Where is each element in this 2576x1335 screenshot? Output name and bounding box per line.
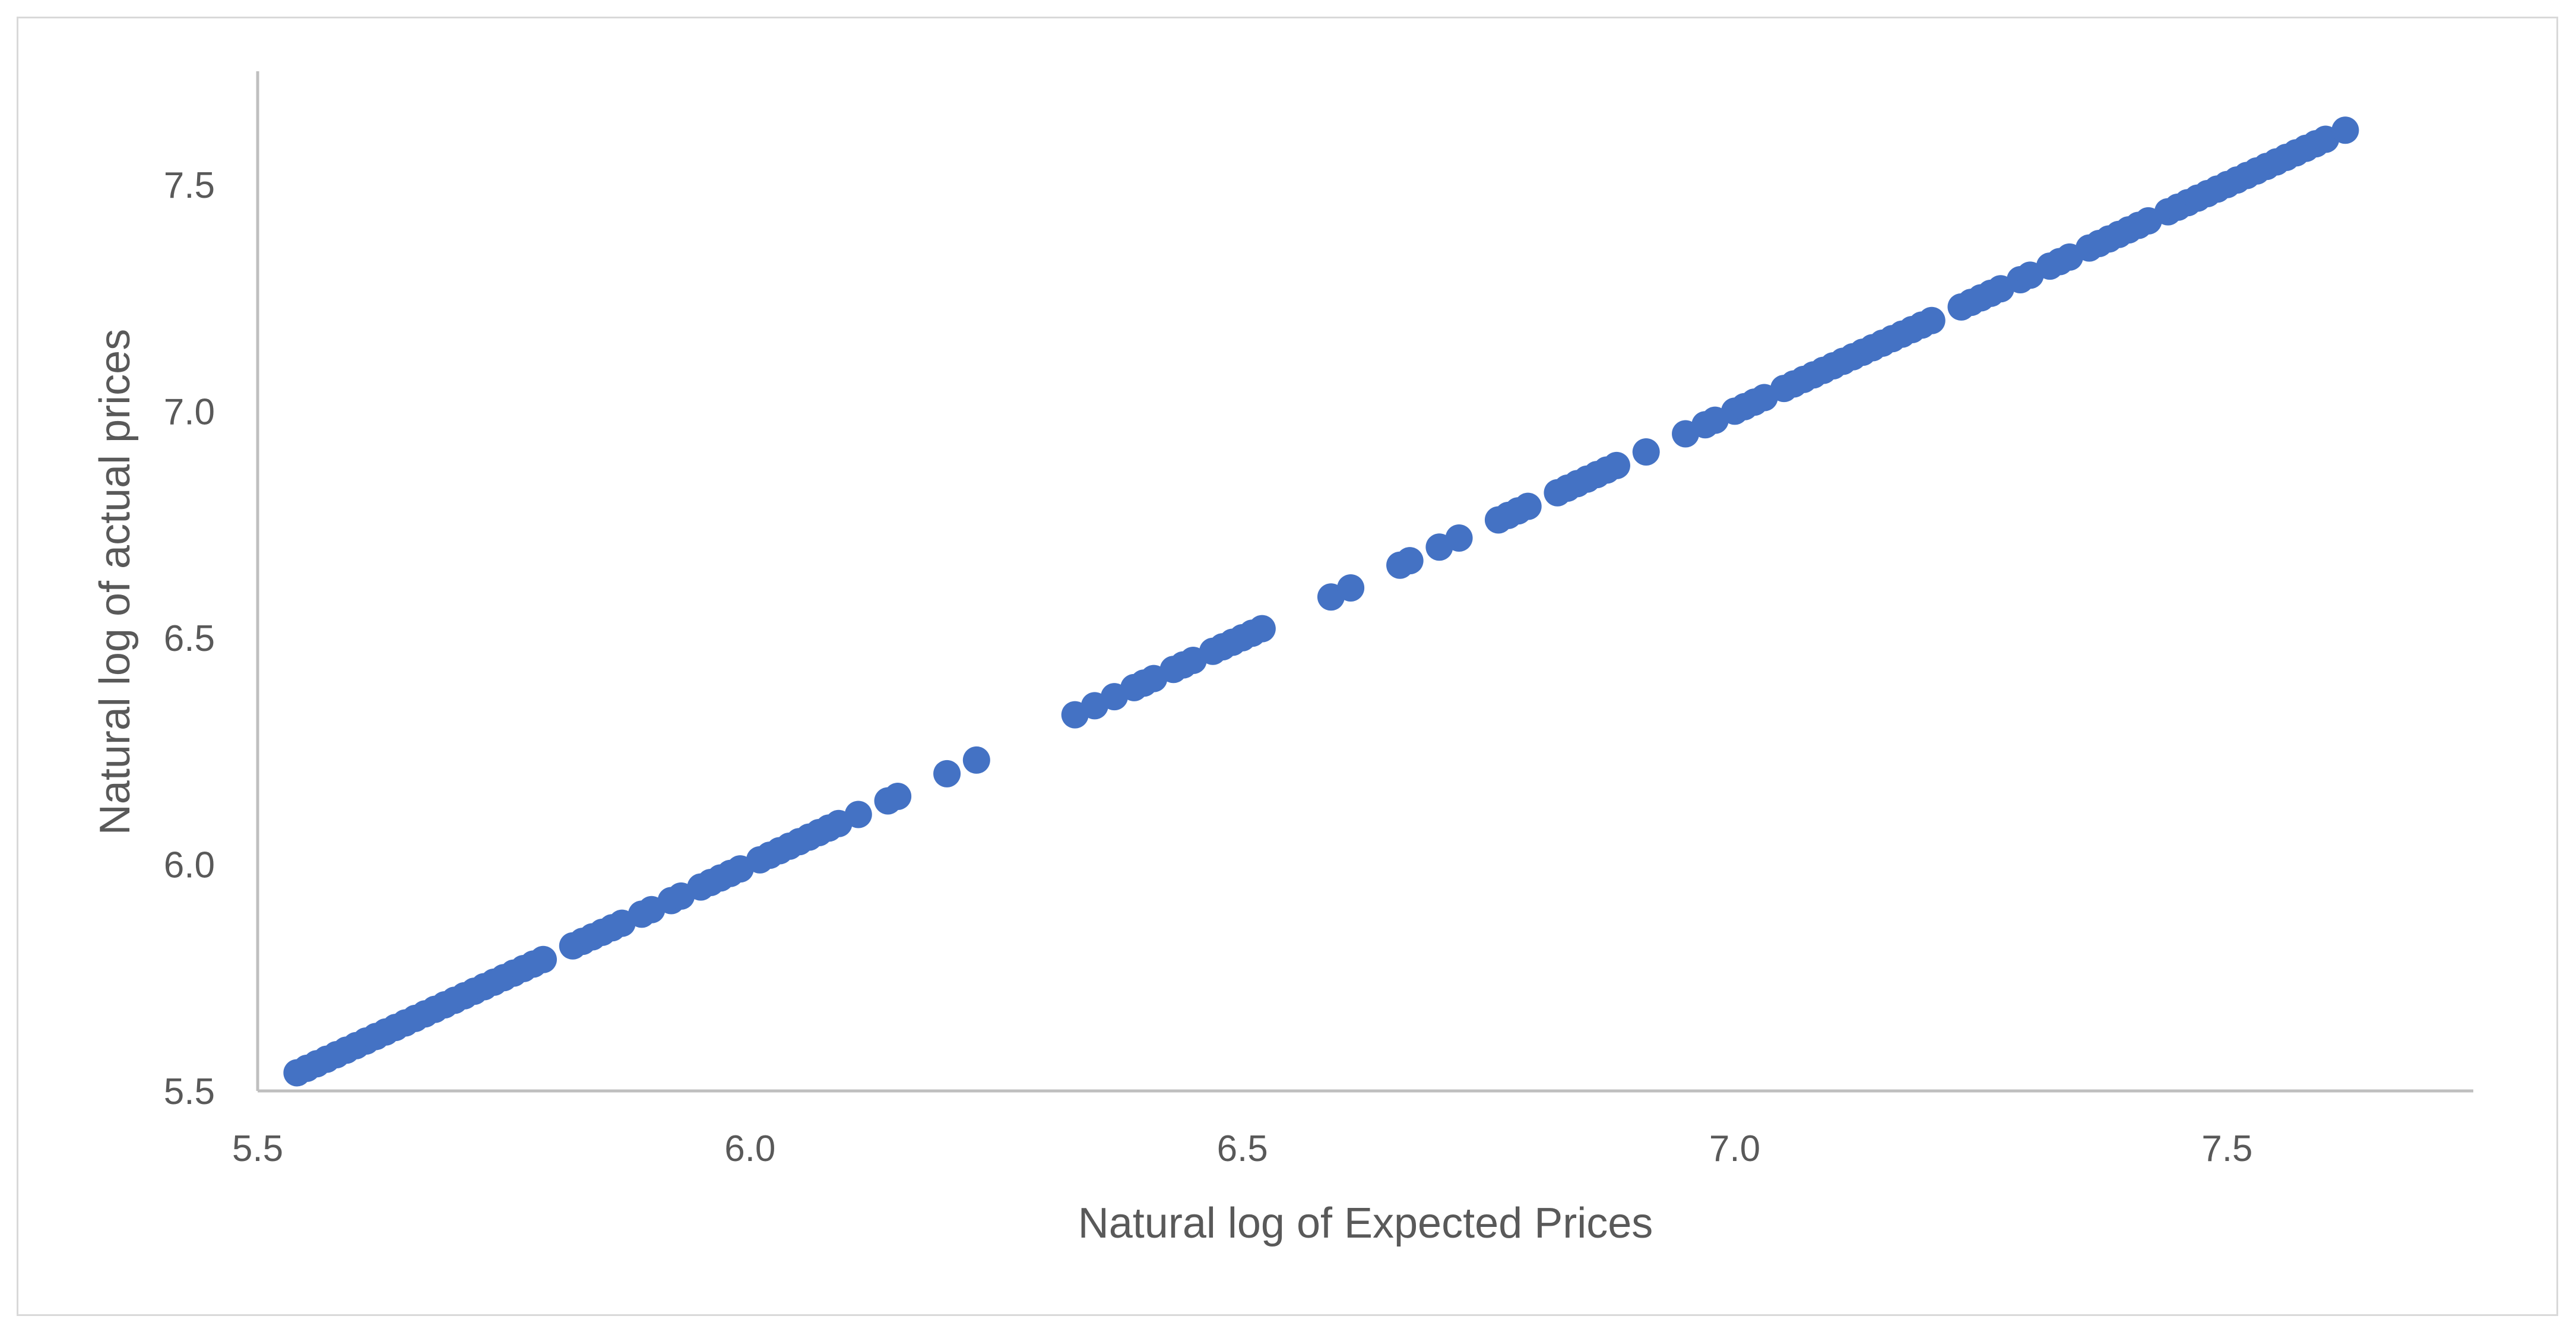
x-tick-label: 6.0: [724, 1128, 775, 1169]
data-point: [844, 801, 872, 828]
data-point: [1918, 306, 1946, 334]
data-point: [884, 782, 912, 810]
data-point: [1337, 574, 1365, 602]
data-point: [1445, 524, 1473, 552]
data-points: [283, 116, 2359, 1087]
data-point: [933, 760, 961, 787]
y-tick-label: 7.0: [164, 391, 215, 432]
data-point: [2331, 116, 2359, 144]
y-tick-label: 5.5: [164, 1071, 215, 1112]
data-point: [1632, 438, 1660, 466]
x-tick-label: 5.5: [232, 1128, 283, 1169]
y-tick-label: 7.5: [164, 165, 215, 206]
x-tick-label: 7.0: [1709, 1128, 1760, 1169]
y-tick-label: 6.0: [164, 844, 215, 885]
data-point: [530, 945, 557, 973]
axes: [256, 71, 2473, 1093]
y-tick-label: 6.5: [164, 618, 215, 659]
x-tick-labels: 5.5 6.0 6.5 7.0 7.5: [232, 1128, 2253, 1169]
data-point: [1602, 451, 1630, 479]
data-point: [1514, 492, 1542, 520]
data-point: [1248, 615, 1276, 643]
x-tick-label: 6.5: [1217, 1128, 1268, 1169]
x-tick-label: 7.5: [2201, 1128, 2252, 1169]
y-axis-title: Natural log of actual prices: [91, 329, 139, 835]
x-axis-title: Natural log of Expected Prices: [1078, 1200, 1653, 1247]
data-point: [962, 746, 990, 774]
data-point: [1396, 547, 1424, 575]
y-tick-labels: 5.5 6.0 6.5 7.0 7.5: [164, 165, 215, 1112]
